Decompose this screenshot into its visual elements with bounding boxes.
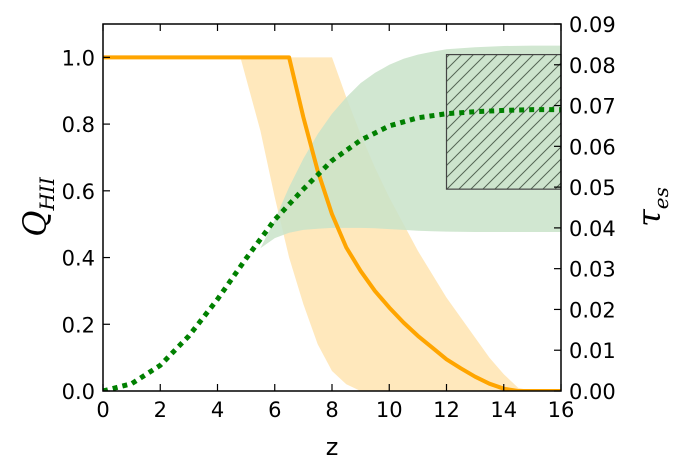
x-tick-label: 16 bbox=[548, 398, 575, 422]
y-right-tick-label: 0.06 bbox=[569, 135, 616, 159]
y-left-label-main: Q bbox=[16, 211, 54, 237]
y-left-tick-label: 0.4 bbox=[62, 247, 95, 271]
y-right-label-main: τ bbox=[630, 208, 668, 227]
y-right-axis-label: τes bbox=[630, 187, 673, 227]
y-right-tick-label: 0.03 bbox=[569, 258, 616, 282]
x-tick-label: 8 bbox=[325, 398, 338, 422]
data-lines bbox=[103, 55, 561, 391]
tau-es-line bbox=[103, 107, 561, 391]
y-right-label-sub: es bbox=[649, 187, 673, 209]
x-tick-label: 6 bbox=[268, 398, 281, 422]
y-right-tick-label: 0.01 bbox=[569, 339, 616, 363]
y-left-label-sub: HII bbox=[35, 176, 59, 211]
y-left-tick-label: 0.0 bbox=[62, 380, 95, 404]
y-right-tick-label: 0.04 bbox=[569, 217, 616, 241]
hatched-box-outline bbox=[445, 53, 562, 190]
y-right-tick-label: 0.00 bbox=[569, 380, 616, 404]
y-left-tick-label: 0.8 bbox=[62, 113, 95, 137]
x-axis: 0 2 4 6 8 10 12 14 16 bbox=[96, 24, 574, 422]
y-left-tick-label: 0.6 bbox=[62, 180, 95, 204]
y-left-axis-label: QHII bbox=[16, 176, 59, 237]
x-axis-label: z bbox=[326, 433, 339, 461]
y-axis-right: 0.00 0.01 0.02 0.03 0.04 0.05 0.06 0.07 0.08 0.09 bbox=[554, 13, 616, 404]
x-tick-label: 4 bbox=[211, 398, 224, 422]
hatched-constraint-box bbox=[445, 53, 562, 190]
y-left-tick-label: 1.0 bbox=[62, 46, 95, 70]
x-tick-label: 2 bbox=[154, 398, 167, 422]
y-right-tick-label: 0.08 bbox=[569, 54, 616, 78]
x-tick-label: 0 bbox=[96, 398, 109, 422]
y-right-tick-label: 0.02 bbox=[569, 298, 616, 322]
y-right-tick-label: 0.09 bbox=[569, 13, 616, 37]
x-tick-label: 10 bbox=[376, 398, 403, 422]
y-right-tick-label: 0.05 bbox=[569, 176, 616, 200]
x-tick-label: 12 bbox=[433, 398, 460, 422]
x-tick-label: 14 bbox=[490, 398, 517, 422]
y-axis-left: 0.0 0.2 0.4 0.6 0.8 1.0 bbox=[62, 46, 110, 404]
y-right-tick-label: 0.07 bbox=[569, 95, 616, 119]
q-hii-line bbox=[103, 55, 561, 391]
y-left-tick-label: 0.2 bbox=[62, 313, 95, 337]
